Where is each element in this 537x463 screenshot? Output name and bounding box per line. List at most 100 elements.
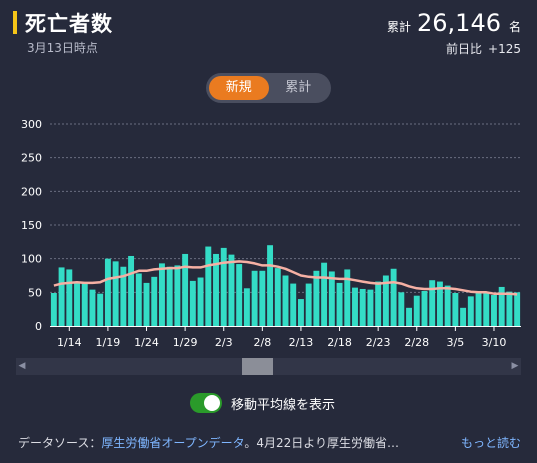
x-tick-label: 2/13 xyxy=(289,336,314,349)
y-tick-label: 300 xyxy=(21,118,42,131)
bar xyxy=(305,283,312,326)
bar xyxy=(282,275,289,326)
diff-value: +125 xyxy=(488,42,521,56)
bar xyxy=(429,280,436,326)
x-tick-label: 2/3 xyxy=(215,336,233,349)
x-tick-label: 1/29 xyxy=(173,336,198,349)
total-value: 26,146 xyxy=(417,9,501,37)
bar xyxy=(81,283,88,326)
bar xyxy=(220,247,227,326)
bar xyxy=(444,285,451,326)
bar xyxy=(506,291,513,326)
y-tick-label: 150 xyxy=(21,219,42,232)
bar xyxy=(120,266,127,326)
y-tick-label: 50 xyxy=(28,286,42,299)
moving-average-toggle[interactable]: 移動平均線を表示 xyxy=(190,393,335,413)
toggle-knob xyxy=(204,395,220,411)
bar xyxy=(375,281,382,326)
bar xyxy=(128,255,135,326)
bar xyxy=(514,292,521,326)
bar xyxy=(66,269,73,326)
bar xyxy=(421,290,428,326)
bar xyxy=(452,293,459,326)
source-suffix: 。4月22日より厚生労働省… xyxy=(244,436,399,450)
y-tick-label: 100 xyxy=(21,253,42,266)
bar xyxy=(359,288,366,326)
bar xyxy=(259,270,266,326)
bar xyxy=(467,296,474,326)
x-tick-label: 2/18 xyxy=(327,336,352,349)
bar xyxy=(97,293,104,326)
bar xyxy=(158,263,165,326)
bar xyxy=(367,289,374,326)
bar xyxy=(475,290,482,326)
bar xyxy=(267,245,274,326)
bar xyxy=(382,275,389,326)
bar xyxy=(491,295,497,326)
x-tick-label: 3/5 xyxy=(447,336,465,349)
bar xyxy=(166,266,173,326)
page-title: 死亡者数 xyxy=(25,12,113,36)
x-tick-label: 2/8 xyxy=(253,336,271,349)
bar xyxy=(390,268,397,326)
y-tick-label: 200 xyxy=(21,185,42,198)
moving-average-line xyxy=(53,260,518,296)
bar xyxy=(274,268,281,326)
cumulative-total: 累計 26,146 名 xyxy=(387,9,521,37)
bar xyxy=(74,282,80,326)
bar xyxy=(89,289,96,326)
source-prefix: データソース： xyxy=(18,436,102,450)
bar xyxy=(290,283,297,326)
toggle-switch[interactable] xyxy=(190,393,222,413)
bar xyxy=(406,307,413,326)
bar xyxy=(328,271,335,326)
bar xyxy=(297,299,304,326)
bar xyxy=(112,261,119,326)
total-label: 累計 xyxy=(386,20,411,34)
bar xyxy=(321,262,328,326)
bar xyxy=(213,253,219,326)
x-tick-label: 2/28 xyxy=(404,336,429,349)
x-tick-label: 1/14 xyxy=(57,336,82,349)
data-source-note: データソース：厚生労働省オープンデータ。4月22日より厚生労働省… xyxy=(18,434,399,451)
day-over-day: 前日比 +125 xyxy=(446,40,521,57)
bar xyxy=(413,295,420,326)
bar xyxy=(58,267,65,326)
total-unit: 名 xyxy=(508,20,521,34)
deaths-bar-chart: 0 50 100 150 200 250 300 1/14 1/19 1/24 1/29 2/3 2/… xyxy=(21,118,521,349)
bar xyxy=(398,292,405,326)
title-accent-bar xyxy=(13,11,17,34)
x-tick-label: 1/24 xyxy=(134,336,159,349)
bar xyxy=(182,253,189,326)
bar xyxy=(189,280,196,326)
x-tick-label: 3/10 xyxy=(482,336,507,349)
bar xyxy=(104,258,111,326)
bar xyxy=(135,273,142,326)
bar xyxy=(352,287,358,326)
x-tick-label: 2/23 xyxy=(366,336,391,349)
scroll-right-icon[interactable]: ▶ xyxy=(511,361,519,371)
bar xyxy=(251,270,258,326)
as-of-date: 3月13日時点 xyxy=(27,41,98,55)
y-tick-label: 0 xyxy=(35,320,42,333)
tab-new[interactable]: 新規 xyxy=(209,76,269,100)
scrollbar-thumb[interactable] xyxy=(242,358,273,375)
bar xyxy=(498,286,505,326)
bar xyxy=(197,277,204,326)
bar xyxy=(436,281,443,326)
bar xyxy=(243,288,250,326)
bar xyxy=(236,264,243,326)
bar xyxy=(143,282,150,326)
moving-average-label: 移動平均線を表示 xyxy=(231,397,336,413)
bar xyxy=(151,276,158,326)
bar xyxy=(313,270,320,326)
scroll-left-icon[interactable]: ◀ xyxy=(18,361,26,371)
tab-cumulative[interactable]: 累計 xyxy=(285,80,312,95)
bar xyxy=(205,246,212,326)
read-more-link[interactable]: もっと読む xyxy=(460,436,521,450)
x-tick-label: 1/19 xyxy=(96,336,121,349)
chart-scrollbar[interactable]: ◀ ▶ xyxy=(16,358,521,375)
bar xyxy=(336,282,343,326)
bar xyxy=(228,254,235,326)
source-link[interactable]: 厚生労働省オープンデータ xyxy=(101,436,245,450)
